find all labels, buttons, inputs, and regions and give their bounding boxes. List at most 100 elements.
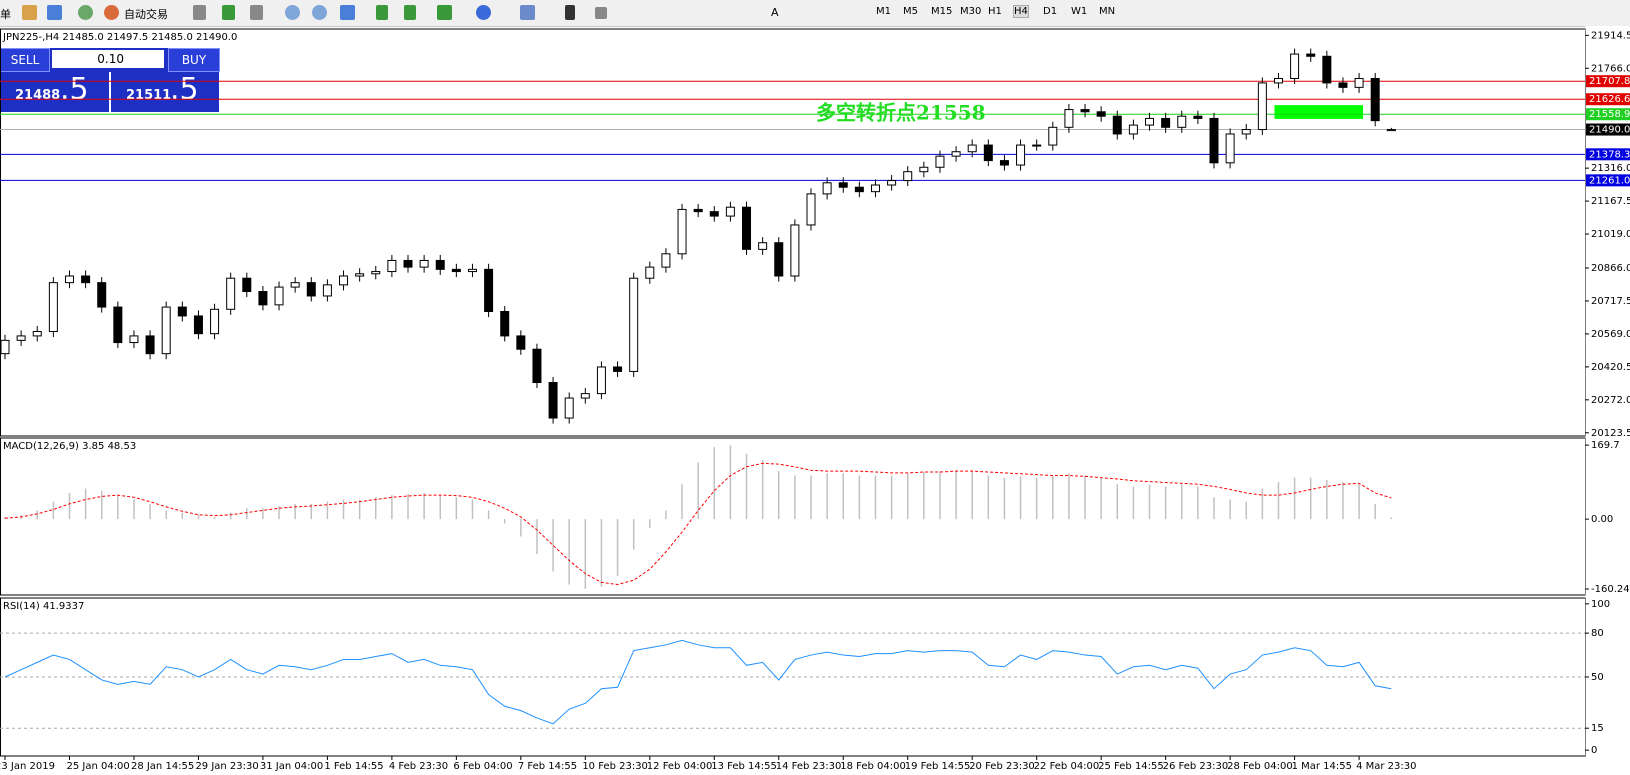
signal-line: [4, 462, 1392, 586]
y-tick-label: 20866.0: [1591, 263, 1630, 274]
candle-body: [645, 266, 655, 279]
candle-body: [32, 330, 42, 337]
timeframe[interactable]: H1: [988, 6, 1002, 17]
candle-body: [951, 151, 961, 157]
zone: [1274, 105, 1364, 119]
panel-frame: [0, 437, 1586, 596]
level-label-bg: [1586, 75, 1630, 88]
candle-body: [758, 242, 768, 250]
y-tick-label: 21914.5: [1591, 30, 1630, 41]
icon[interactable]: [340, 5, 355, 20]
candle-body: [1016, 144, 1026, 166]
x-tick-label: 1 Mar 14:55: [1292, 761, 1352, 772]
x-tick-label: 18 Feb 04:00: [840, 761, 906, 772]
auto-trade[interactable]: 自动交易: [124, 8, 168, 21]
level-label-bg: [1586, 93, 1630, 106]
candle-body: [838, 182, 848, 188]
candle-body: [274, 286, 284, 306]
candle-body: [774, 242, 784, 277]
sell-button[interactable]: SELL: [0, 48, 50, 72]
candle-body: [564, 397, 574, 419]
candle-body: [161, 306, 171, 355]
icon[interactable]: [565, 5, 575, 20]
icon[interactable]: [22, 5, 37, 20]
icon[interactable]: [285, 5, 300, 20]
timeframe[interactable]: H4: [1013, 5, 1029, 18]
icon[interactable]: [222, 5, 235, 20]
panel-title: MACD(12,26,9) 3.85 48.53: [3, 441, 136, 452]
timeframe[interactable]: M30: [960, 6, 982, 17]
x-tick-label: 23 Jan 2019: [0, 761, 55, 772]
buy-button[interactable]: BUY: [168, 48, 220, 72]
panel-title: JPN225-,H4 21485.0 21497.5 21485.0 21490…: [2, 32, 237, 43]
y-tick-label: 21167.5: [1591, 196, 1630, 207]
candle-body: [258, 291, 268, 306]
y-tick-label: 20272.0: [1591, 395, 1630, 406]
lot-input[interactable]: 0.10: [52, 50, 164, 68]
tool[interactable]: A: [771, 6, 779, 19]
icon[interactable]: [437, 5, 452, 20]
candle-body: [1338, 82, 1348, 88]
candle-body: [467, 268, 477, 273]
candle-body: [1370, 77, 1380, 122]
timeframe[interactable]: MN: [1099, 6, 1116, 17]
candle-body: [435, 259, 445, 270]
icon[interactable]: [250, 5, 263, 20]
candle-body: [903, 171, 913, 182]
candle-body: [484, 268, 494, 313]
timeframe[interactable]: M5: [903, 6, 918, 17]
y-tick-label: 21766.0: [1591, 63, 1630, 74]
y-tick-label: 21316.0: [1591, 163, 1630, 174]
candle-body: [1096, 111, 1106, 117]
level-label: 21378.3: [1589, 149, 1630, 160]
x-tick-label: 25 Feb 14:55: [1098, 761, 1164, 772]
candle-body: [1306, 53, 1316, 57]
candle-body: [1193, 115, 1203, 119]
x-tick-label: 7 Feb 14:55: [518, 761, 577, 772]
x-tick-label: 6 Feb 04:00: [453, 761, 512, 772]
buy-price-fraction: .5: [170, 72, 199, 107]
timeframe[interactable]: M15: [931, 6, 953, 17]
sell-price-fraction: .5: [60, 72, 89, 107]
icon[interactable]: [376, 5, 388, 20]
icon[interactable]: [595, 7, 607, 19]
candle-body: [854, 186, 864, 193]
candle-body: [355, 273, 365, 277]
candle-body: [371, 271, 381, 275]
candle-body: [0, 339, 10, 355]
timeframe[interactable]: D1: [1043, 6, 1058, 17]
timeframe[interactable]: M1: [876, 6, 891, 17]
candle-body: [1322, 55, 1332, 84]
candle-body: [999, 160, 1009, 166]
x-tick-label: 14 Feb 23:30: [776, 761, 842, 772]
y-tick-label: 20569.0: [1591, 329, 1630, 340]
timeframe[interactable]: W1: [1071, 6, 1088, 17]
candle-body: [113, 306, 123, 344]
icon[interactable]: [404, 5, 416, 20]
candle-body: [919, 166, 929, 173]
icon[interactable]: [78, 5, 93, 20]
icon[interactable]: [520, 5, 535, 20]
candle-body: [516, 335, 526, 350]
candle-body: [822, 182, 832, 195]
candle-body: [1290, 53, 1300, 79]
icon[interactable]: [104, 5, 119, 20]
candle-body: [1386, 129, 1396, 132]
candle-body: [322, 284, 332, 297]
menu-text[interactable]: 单: [0, 8, 11, 21]
candle-body: [1032, 144, 1042, 147]
y-tick-label: 20717.5: [1591, 296, 1630, 307]
icon[interactable]: [47, 5, 62, 20]
icon[interactable]: [312, 5, 327, 20]
candle-body: [1225, 133, 1235, 164]
icon[interactable]: [476, 5, 491, 20]
candle-body: [306, 282, 316, 297]
level-label-bg: [1586, 174, 1630, 187]
x-tick-label: 1 Feb 14:55: [324, 761, 383, 772]
icon[interactable]: [193, 5, 206, 20]
y-tick-label: 21019.0: [1591, 229, 1630, 240]
candle-body: [1161, 117, 1171, 128]
candle-body: [193, 315, 203, 335]
candle-body: [1241, 129, 1251, 135]
